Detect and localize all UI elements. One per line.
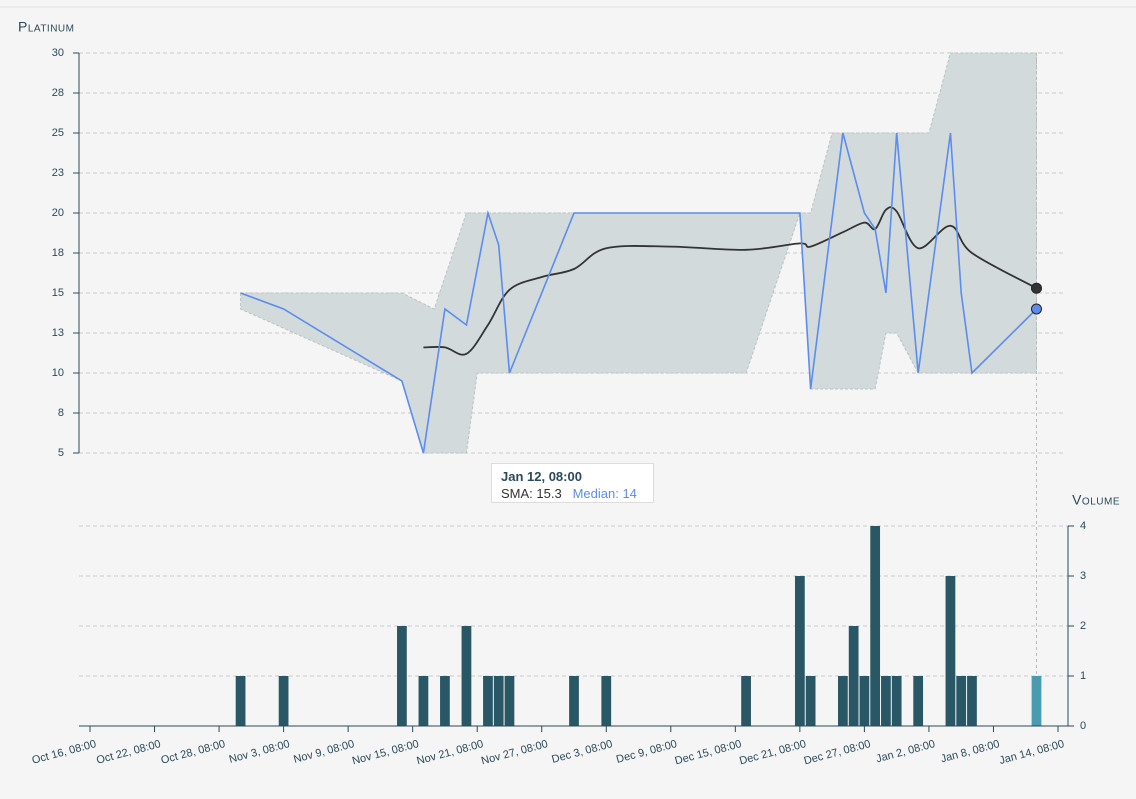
- bar: [418, 676, 429, 726]
- y-tick-label: 28: [52, 87, 64, 99]
- series-line: [423, 206, 1037, 356]
- x-tick-label: Nov 21, 08:00: [415, 738, 484, 767]
- bar: [493, 676, 504, 726]
- bar: [870, 526, 881, 726]
- y2-tick-label: 1: [1080, 670, 1086, 682]
- x-tick-label: Dec 27, 08:00: [803, 738, 872, 767]
- x-tick-label: Dec 3, 08:00: [550, 738, 613, 766]
- y-tick-label: 5: [58, 447, 64, 459]
- x-tick-label: Oct 22, 08:00: [95, 738, 162, 767]
- x-tick-label: Oct 28, 08:00: [160, 738, 227, 767]
- tooltip: Jan 12, 08:00 SMA: 15.3 Median: 14: [491, 463, 654, 503]
- bar: [881, 676, 891, 726]
- y2-tick-label: 4: [1080, 520, 1086, 532]
- last-point: [1030, 282, 1042, 294]
- bar: [891, 676, 902, 726]
- bar: [1031, 676, 1042, 726]
- bar: [397, 626, 407, 726]
- x-tick-label: Jan 8, 08:00: [939, 738, 1001, 765]
- y-tick-label: 30: [52, 47, 64, 59]
- y2-tick-label: 2: [1080, 620, 1086, 632]
- x-tick-label: Dec 21, 08:00: [738, 738, 807, 767]
- bar: [848, 626, 859, 726]
- bar: [805, 676, 816, 726]
- x-tick-label: Oct 16, 08:00: [31, 738, 98, 767]
- last-point: [1030, 303, 1042, 315]
- bar: [859, 676, 870, 726]
- bar: [601, 676, 612, 726]
- tooltip-sma-value: 15.3: [536, 486, 562, 501]
- bar: [956, 676, 967, 726]
- tooltip-median-value: 14: [622, 486, 637, 501]
- y-tick-label: 8: [58, 407, 64, 419]
- y-tick-label: 18: [52, 247, 64, 259]
- bar: [741, 676, 751, 726]
- y-tick-label: 13: [52, 327, 64, 339]
- x-tick-label: Jan 2, 08:00: [875, 738, 937, 765]
- bar: [794, 576, 805, 726]
- tooltip-body: SMA: 15.3 Median: 14: [501, 485, 644, 502]
- bar: [235, 676, 246, 726]
- bar: [504, 676, 515, 726]
- y-tick-label: 25: [52, 127, 64, 139]
- y2-tick-label: 3: [1080, 570, 1086, 582]
- bar: [483, 676, 493, 726]
- y-tick-label: 23: [52, 167, 64, 179]
- x-tick-label: Dec 15, 08:00: [674, 738, 743, 767]
- bar: [461, 626, 472, 726]
- price-title: Platinum: [18, 19, 75, 35]
- x-tick-label: Nov 3, 08:00: [228, 738, 291, 766]
- tooltip-median-name: Median: [572, 486, 616, 501]
- x-tick-label: Nov 15, 08:00: [351, 738, 420, 767]
- y-tick-label: 10: [52, 367, 64, 379]
- y2-tick-label: 0: [1080, 720, 1086, 732]
- bar: [440, 676, 450, 726]
- bar: [278, 676, 289, 726]
- x-tick-label: Nov 9, 08:00: [292, 738, 355, 766]
- tooltip-sma-name: SMA: [501, 486, 530, 501]
- tooltip-title: Jan 12, 08:00: [501, 469, 582, 484]
- bar: [967, 676, 977, 726]
- x-tick-label: Dec 9, 08:00: [615, 738, 678, 766]
- x-tick-label: Jan 14, 08:00: [998, 738, 1066, 767]
- y-tick-label: 20: [52, 207, 64, 219]
- y-tick-label: 15: [52, 287, 64, 299]
- volume-title: Volume: [1072, 492, 1120, 508]
- bar: [569, 676, 579, 726]
- series-line: [240, 132, 1038, 454]
- bar: [838, 676, 848, 726]
- tooltip-median: Median: 14: [572, 486, 637, 501]
- x-tick-label: Nov 27, 08:00: [480, 738, 549, 767]
- tooltip-sma: SMA: 15.3: [501, 486, 562, 501]
- bar: [913, 676, 924, 726]
- bar: [945, 576, 956, 726]
